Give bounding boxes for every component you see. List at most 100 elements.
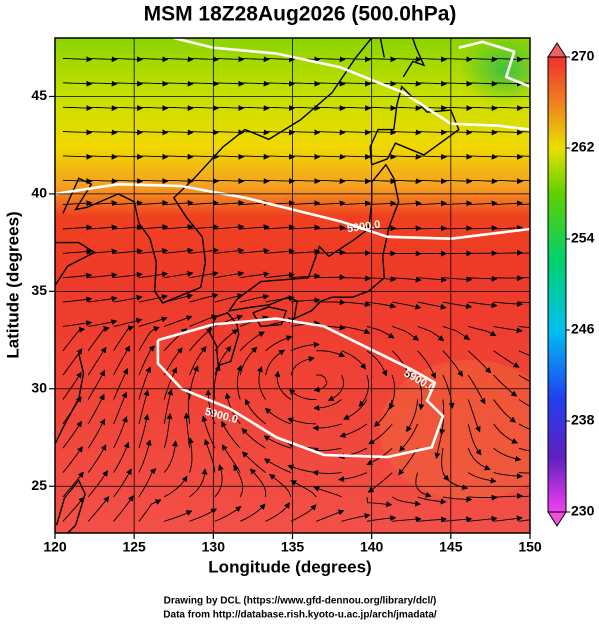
streamline bbox=[518, 350, 530, 356]
streamline bbox=[358, 374, 370, 408]
streamline bbox=[88, 105, 118, 112]
streamline bbox=[341, 512, 371, 522]
streamline bbox=[367, 472, 393, 493]
streamline bbox=[186, 388, 193, 424]
streamline bbox=[138, 345, 156, 376]
x-tick-label: 150 bbox=[518, 539, 542, 555]
streamline bbox=[113, 248, 143, 255]
streamline bbox=[62, 153, 93, 160]
streamline bbox=[290, 297, 321, 304]
streamline bbox=[87, 418, 105, 449]
streamline bbox=[221, 444, 241, 473]
streamline bbox=[417, 496, 447, 505]
colorbar-tick-label: 246 bbox=[571, 321, 595, 337]
streamline bbox=[62, 420, 82, 449]
streamline bbox=[257, 366, 266, 400]
streamline bbox=[392, 56, 422, 63]
streamline bbox=[113, 105, 144, 112]
x-tick-label: 130 bbox=[202, 539, 226, 555]
streamline bbox=[138, 129, 169, 136]
streamline bbox=[113, 345, 131, 376]
streamline bbox=[241, 451, 266, 473]
streamline bbox=[467, 350, 492, 374]
streamline bbox=[88, 80, 118, 87]
streamline bbox=[88, 178, 118, 185]
streamline bbox=[214, 80, 245, 87]
streamline bbox=[240, 178, 270, 185]
streamline bbox=[518, 301, 530, 304]
coastline bbox=[369, 85, 460, 166]
streamline bbox=[493, 399, 516, 423]
streamline bbox=[88, 129, 118, 136]
streamline bbox=[214, 200, 245, 207]
streamline bbox=[493, 374, 518, 397]
streamline bbox=[164, 270, 194, 279]
credit: Drawing by DCL (https://www.gfd-dennou.o… bbox=[164, 596, 437, 607]
streamline bbox=[417, 129, 448, 136]
streamline bbox=[493, 153, 524, 160]
streamline bbox=[468, 129, 498, 136]
streamline bbox=[316, 249, 346, 256]
streamline bbox=[263, 458, 292, 474]
streamline bbox=[62, 105, 93, 112]
streamline bbox=[442, 374, 455, 409]
credit: Data from http://database.rish.kyoto-u.a… bbox=[163, 610, 437, 621]
streamline bbox=[249, 468, 267, 497]
streamline bbox=[221, 420, 241, 449]
streamline bbox=[62, 371, 82, 400]
streamline bbox=[316, 80, 346, 87]
streamline bbox=[138, 224, 169, 231]
streamline bbox=[518, 203, 530, 206]
x-tick-label: 120 bbox=[43, 539, 67, 555]
streamline bbox=[518, 155, 530, 157]
streamline bbox=[341, 153, 372, 160]
streamline bbox=[201, 415, 216, 449]
streamline bbox=[62, 496, 85, 522]
streamline bbox=[214, 345, 232, 376]
streamline bbox=[312, 423, 342, 432]
coastline bbox=[55, 479, 86, 533]
y-tick-label: 30 bbox=[31, 379, 47, 395]
streamline bbox=[493, 200, 524, 207]
streamline bbox=[518, 325, 530, 329]
streamline bbox=[468, 301, 498, 309]
streamline bbox=[213, 364, 221, 400]
streamline bbox=[442, 516, 473, 523]
streamline bbox=[341, 275, 372, 282]
streamline bbox=[468, 325, 497, 337]
streamline bbox=[239, 346, 258, 376]
streamline bbox=[164, 200, 194, 207]
streamline bbox=[316, 129, 346, 136]
streamline bbox=[518, 399, 530, 407]
streamline bbox=[493, 129, 524, 136]
streamline bbox=[290, 80, 321, 87]
streamline bbox=[493, 178, 524, 185]
streamline bbox=[518, 495, 530, 498]
coastline bbox=[55, 241, 97, 288]
streamline bbox=[204, 438, 216, 473]
streamline bbox=[236, 364, 243, 400]
streamline bbox=[467, 423, 482, 456]
streamline bbox=[214, 270, 245, 279]
streamline bbox=[518, 447, 530, 452]
streamline bbox=[442, 350, 463, 378]
streamline bbox=[164, 224, 194, 231]
streamline bbox=[240, 56, 270, 63]
coastline bbox=[252, 306, 288, 328]
streamline bbox=[341, 178, 372, 185]
streamline bbox=[417, 374, 425, 411]
streamline bbox=[62, 471, 84, 498]
streamline bbox=[312, 447, 342, 454]
streamline bbox=[189, 346, 207, 376]
streamline bbox=[391, 496, 421, 507]
streamline bbox=[442, 80, 473, 87]
streamline bbox=[183, 412, 191, 449]
colorbar-tick-label: 254 bbox=[571, 230, 595, 246]
streamline bbox=[341, 129, 372, 136]
streamline bbox=[88, 295, 118, 303]
streamline bbox=[468, 515, 498, 522]
streamline bbox=[316, 200, 346, 207]
title: MSM 18Z28Aug2026 (500.0hPa) bbox=[144, 3, 457, 26]
